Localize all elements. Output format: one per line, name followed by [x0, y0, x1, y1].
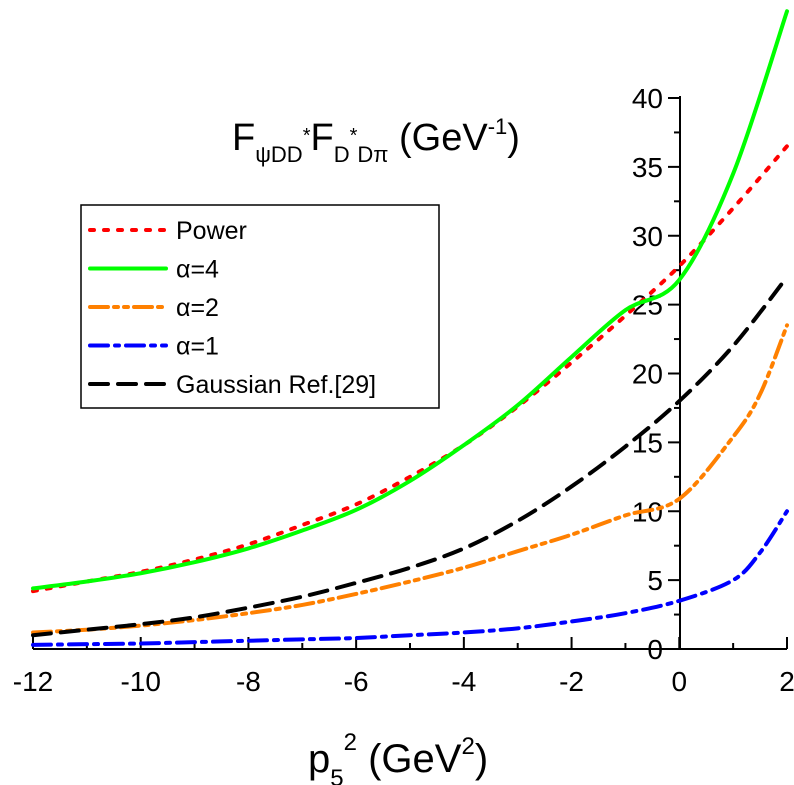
- legend-label: α=1: [176, 333, 219, 361]
- x-tick-label: 0: [671, 666, 687, 697]
- series-layer: [31, 9, 789, 647]
- title-main-f2: F: [310, 117, 333, 159]
- series-line-1: [31, 9, 789, 591]
- legend-label: Power: [176, 217, 247, 245]
- x-tick-label: -10: [120, 666, 160, 697]
- title-unit-close: ): [507, 117, 520, 159]
- y-tick-label: 0: [647, 634, 663, 665]
- title-sub2a: D: [334, 142, 350, 167]
- xlabel-unit-close: ): [475, 737, 488, 781]
- y-tick-label: 5: [647, 565, 663, 596]
- xlabel-unit-sup: 2: [461, 733, 474, 760]
- x-axis-label: p52 (GeV2): [308, 729, 488, 785]
- xlabel-sub: 5: [330, 765, 343, 785]
- y-tick-label: 30: [632, 221, 663, 252]
- title-sup1: *: [303, 125, 311, 147]
- legend: Power α=4 α=2 α=1 Gaussian Ref.[29]: [80, 204, 440, 409]
- legend-label: Gaussian Ref.[29]: [176, 371, 376, 399]
- series-line-3: [31, 509, 789, 647]
- series-line-2: [31, 323, 789, 635]
- x-tick-label: -12: [13, 666, 53, 697]
- y-tick-label: 15: [632, 427, 663, 458]
- x-tick-label: -8: [236, 666, 261, 697]
- xlabel-sup: 2: [344, 729, 357, 756]
- legend-label: α=2: [176, 294, 219, 322]
- y-tick-label: 40: [632, 83, 663, 114]
- xlabel-unit: (GeV: [357, 737, 462, 781]
- series-line-4: [31, 275, 789, 638]
- title-unit: (GeV: [388, 117, 488, 159]
- x-tick-label: -6: [344, 666, 369, 697]
- title-sub1: ψDD: [255, 142, 302, 167]
- title-sub2b: Dπ: [357, 142, 388, 167]
- title-main-f1: F: [232, 117, 255, 159]
- x-tick-label: -2: [559, 666, 584, 697]
- xlabel-main: p: [308, 737, 330, 781]
- title-sup2: *: [350, 125, 358, 147]
- title-unit-sup: -1: [488, 114, 508, 139]
- x-ticks: -12 -10 -8 -6 -4 -2 0 2: [13, 637, 794, 697]
- y-tick-label: 20: [632, 359, 663, 390]
- x-tick-label: 2: [779, 666, 794, 697]
- y-tick-label: 35: [632, 152, 663, 183]
- legend-label: α=4: [176, 256, 219, 284]
- x-tick-label: -4: [451, 666, 476, 697]
- legend-items: Power α=4 α=2 α=1 Gaussian Ref.[29]: [88, 217, 376, 399]
- chart-title: FψDD*FD*Dπ (GeV-1): [232, 114, 520, 167]
